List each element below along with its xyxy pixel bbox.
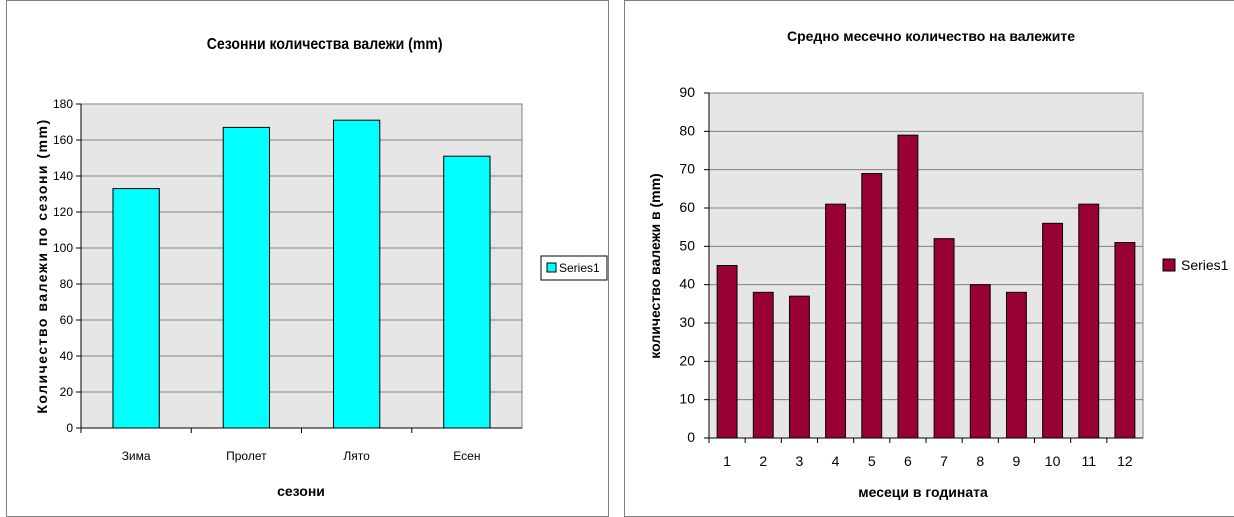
seasonal-chart: Сезонни количества валежи (mm) 0 20 40 60 80… [34, 35, 608, 499]
monthly-chart-panel: Средно месечно количество на валежите 0 1… [624, 0, 1234, 517]
y-tick-label: 80 [60, 277, 74, 291]
y-tick-labels: 0 20 40 60 80 100 120 140 160 180 [53, 97, 73, 435]
bar [897, 134, 919, 439]
y-tick-label: 100 [53, 241, 73, 255]
bar [861, 173, 883, 439]
bar [222, 126, 271, 429]
y-tick-labels: 0 10 20 30 40 50 60 70 80 90 [679, 84, 695, 445]
x-tick-label: 4 [832, 453, 840, 469]
y-tick-label: 140 [53, 169, 73, 183]
x-tick-label: 5 [868, 453, 876, 469]
gridlines [704, 92, 1143, 443]
x-tick-label: 8 [976, 453, 984, 469]
x-tick-label: 2 [759, 453, 767, 469]
seasonal-chart-panel: Сезонни количества валежи (mm) 0 20 40 60 80… [6, 0, 609, 517]
y-axis-title: Количество валежи по сезони (mm) [34, 118, 50, 413]
x-axis-title: месеци в годината [858, 484, 988, 500]
y-tick-label: 50 [679, 237, 695, 253]
y-tick-label: 80 [679, 122, 695, 138]
x-axis-title: сезони [277, 483, 325, 499]
x-tick-label: 6 [904, 453, 912, 469]
bar [716, 265, 738, 439]
legend-swatch [1162, 258, 1176, 272]
x-tick-label: Есен [453, 449, 480, 463]
y-tick-label: 0 [66, 421, 73, 435]
legend-label: Series1 [559, 261, 600, 275]
bar [825, 203, 847, 439]
y-tick-label: 70 [679, 161, 695, 177]
bar [752, 291, 774, 439]
y-axis-title: количество валежи в (mm) [647, 173, 663, 358]
bar [933, 238, 955, 439]
x-tick-label: 1 [723, 453, 731, 469]
x-tick-label: 11 [1081, 453, 1096, 469]
x-tick-label: 7 [940, 453, 948, 469]
plot-area [708, 92, 1144, 439]
bar [969, 284, 991, 439]
x-tick-label: 10 [1045, 453, 1061, 469]
x-tick-label: Лято [343, 449, 370, 463]
y-tick-label: 10 [679, 391, 695, 407]
bar [1078, 203, 1100, 439]
x-tick-label: 3 [796, 453, 804, 469]
y-tick-label: 60 [679, 199, 695, 215]
y-tick-label: 160 [53, 133, 73, 147]
bar [1005, 291, 1027, 439]
bar [112, 188, 160, 429]
y-tick-label: 20 [60, 385, 74, 399]
x-tick-label: 9 [1013, 453, 1021, 469]
y-tick-label: 90 [679, 84, 695, 100]
bar [332, 119, 381, 429]
monthly-chart: Средно месечно количество на валежите 0 1… [647, 28, 1229, 500]
bars [716, 134, 1136, 439]
legend: Series1 [540, 255, 608, 281]
chart-title: Сезонни количества валежи (mm) [207, 35, 443, 53]
x-tick-label: 12 [1117, 453, 1133, 469]
bar [1042, 222, 1064, 439]
y-tick-label: 0 [687, 429, 695, 445]
legend: Series1 [1162, 257, 1229, 273]
y-tick-label: 20 [679, 352, 695, 368]
bars [112, 119, 491, 429]
y-tick-label: 120 [53, 205, 73, 219]
x-tick-label: Зима [122, 449, 151, 463]
y-tick-label: 40 [679, 276, 695, 292]
x-tick-label: Пролет [226, 449, 267, 463]
y-tick-label: 60 [60, 313, 74, 327]
chart-title: Средно месечно количество на валежите [787, 28, 1075, 44]
y-tick-label: 180 [53, 97, 73, 111]
x-tick-labels: 1 2 3 4 5 6 7 8 9 10 11 12 [723, 453, 1133, 469]
legend-label: Series1 [1181, 257, 1229, 273]
y-tick-label: 30 [679, 314, 695, 330]
x-tick-labels: Зима Пролет Лято Есен [122, 449, 481, 463]
bar [788, 295, 810, 439]
bar [1114, 242, 1136, 439]
y-tick-label: 40 [60, 349, 74, 363]
bar [443, 155, 491, 429]
legend-swatch [546, 262, 557, 273]
